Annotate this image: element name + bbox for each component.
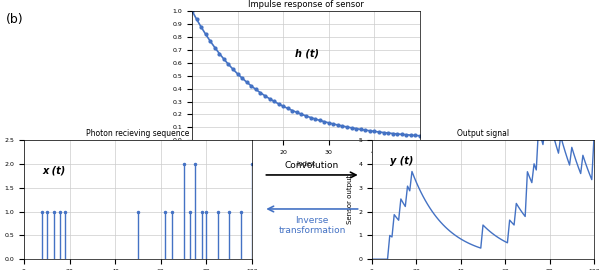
Text: h (t): h (t) bbox=[295, 48, 319, 58]
Text: x (t): x (t) bbox=[42, 166, 65, 176]
Title: Output signal: Output signal bbox=[457, 129, 509, 138]
Text: (b): (b) bbox=[6, 14, 23, 26]
Title: Impulse response of sensor: Impulse response of sensor bbox=[248, 0, 364, 9]
Text: y (t): y (t) bbox=[390, 156, 413, 166]
Title: Photon recieving sequence: Photon recieving sequence bbox=[86, 129, 190, 138]
Text: Inverse
transformation: Inverse transformation bbox=[278, 216, 346, 235]
Y-axis label: Sensor output: Sensor output bbox=[347, 175, 353, 224]
Text: Convolution: Convolution bbox=[285, 161, 339, 170]
X-axis label: Index: Index bbox=[296, 161, 316, 167]
